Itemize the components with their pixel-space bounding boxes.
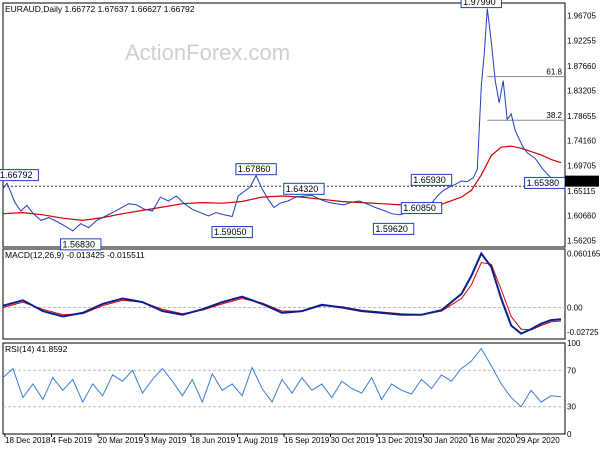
macd-label: MACD(12,26,9) -0.013425 -0.015511 <box>5 250 145 260</box>
y-tick-label: 1.87660 <box>567 62 596 71</box>
macd-y-tick-label: -0.02725 <box>567 328 599 337</box>
price-annotation: 1.64320 <box>286 184 319 194</box>
series-line-macd <box>2 251 562 335</box>
y-tick-label: 1.69705 <box>567 161 596 170</box>
price-annotation: 1.97990 <box>463 0 496 7</box>
y-tick-label: 1.96705 <box>567 12 596 21</box>
panel-frame <box>2 2 566 248</box>
series-line-rsi <box>2 347 562 408</box>
x-tick-label: 29 Apr 2020 <box>517 436 561 445</box>
price-annotation: 1.59050 <box>214 227 247 237</box>
price-annotation: 1.59620 <box>375 224 408 234</box>
fib-label: 61.8 <box>546 68 562 77</box>
price-annotation-box <box>60 238 102 251</box>
rsi-y-tick-label: 100 <box>567 339 581 348</box>
last-price-box <box>565 175 599 187</box>
x-tick-label: 30 Oct 2019 <box>331 436 375 445</box>
rsi-label: RSI(14) 41.8592 <box>5 344 68 354</box>
x-tick-label: 16 Sep 2019 <box>284 436 330 445</box>
y-tick-label: 1.60660 <box>567 212 596 221</box>
last-price-label: 1.66792 <box>567 177 596 186</box>
fib-label: 38.2 <box>546 111 562 120</box>
price-annotation-box <box>235 163 277 176</box>
price-annotation: 1.60850 <box>403 203 436 213</box>
macd-y-tick-label: 0.060165 <box>567 249 600 258</box>
x-tick-label: 30 Jan 2020 <box>424 436 469 445</box>
panel-frame <box>2 248 566 340</box>
series-line-signal <box>2 261 562 331</box>
price-annotation-box <box>460 0 502 9</box>
x-tick-label: 13 Dec 2019 <box>377 436 423 445</box>
price-annotation-box <box>410 173 453 186</box>
x-tick-label: 1 Aug 2019 <box>238 436 279 445</box>
x-tick-label: 16 Mar 2020 <box>470 436 515 445</box>
price-annotation: 1.66792 <box>0 170 33 180</box>
rsi-y-tick-label: 0 <box>567 430 572 439</box>
macd-y-tick-label: 0.00 <box>567 304 583 313</box>
price-annotation-box <box>283 182 325 195</box>
watermark: ActionForex.com <box>125 40 290 65</box>
panel-frame <box>2 342 566 435</box>
series-line-sma <box>2 145 562 222</box>
rsi-y-tick-label: 70 <box>567 366 576 375</box>
y-tick-label: 1.92255 <box>567 36 596 45</box>
price-annotation-box <box>0 169 39 182</box>
x-tick-label: 3 May 2019 <box>145 436 187 445</box>
price-annotation-box <box>372 222 415 235</box>
chart-header: EURAUD,Daily 1.66772 1.67637 1.66627 1.6… <box>5 4 195 14</box>
x-tick-label: 4 Feb 2019 <box>52 436 93 445</box>
x-tick-label: 18 Dec 2018 <box>5 436 51 445</box>
rsi-y-tick-label: 30 <box>567 403 576 412</box>
price-annotation: 1.65930 <box>413 175 446 185</box>
price-annotation-box <box>400 202 443 215</box>
y-tick-label: 1.78655 <box>567 112 596 121</box>
y-tick-label: 1.74160 <box>567 137 596 146</box>
y-tick-label: 1.56205 <box>567 236 596 245</box>
price-annotation: 1.65380 <box>527 178 560 188</box>
series-line-euraud <box>2 8 562 232</box>
price-annotation-box <box>211 226 253 239</box>
price-annotation: 1.56830 <box>63 239 96 249</box>
price-annotation: 1.67860 <box>238 164 271 174</box>
y-tick-label: 1.83205 <box>567 87 596 96</box>
x-tick-label: 20 Mar 2019 <box>98 436 143 445</box>
y-tick-label: 1.65115 <box>567 187 596 196</box>
x-tick-label: 18 Jun 2019 <box>191 436 236 445</box>
